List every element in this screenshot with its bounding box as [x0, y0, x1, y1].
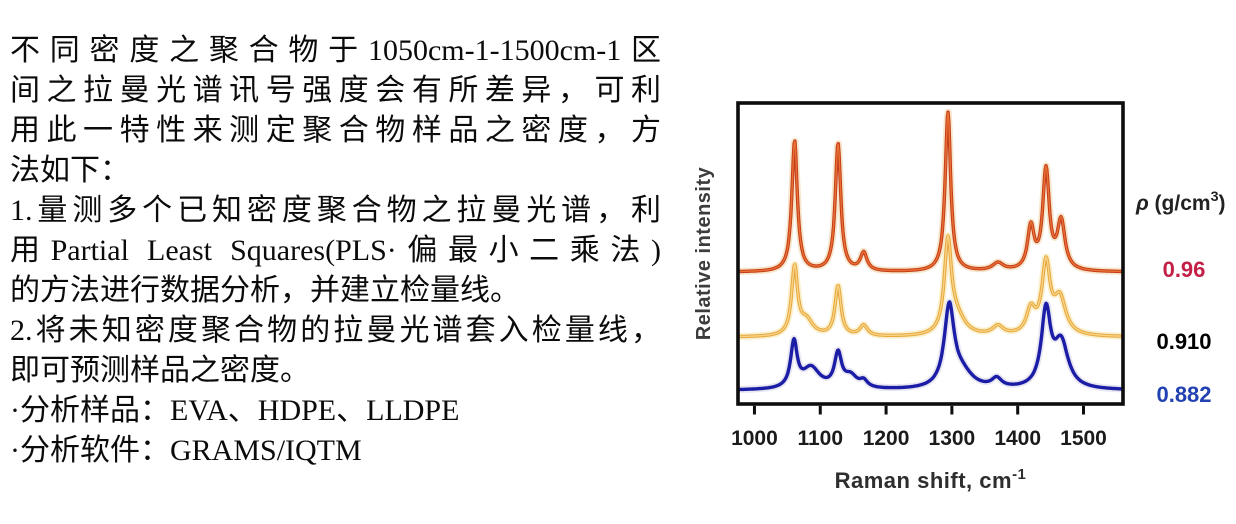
x-tick-label-1300: 1300: [929, 427, 976, 450]
x-tick-label-1400: 1400: [994, 427, 1041, 450]
text-line-5: 1.量测多个已知密度聚合物之拉曼光谱，利: [10, 194, 661, 227]
text-line-2: 间之拉曼光谱讯号强度会有所差异，可利: [10, 74, 661, 107]
text-line-7: 的方法进行数据分析，并建立检量线。: [10, 274, 520, 307]
x-tick-label-1200: 1200: [863, 427, 910, 450]
y-axis-label: Relative intensity: [693, 166, 715, 340]
x-axis-label: Raman shift, cm-1: [835, 466, 1027, 493]
text-line-9: 即可预测样品之密度。: [10, 354, 310, 387]
raman-spectra-figure: 1000 1100 1200 1300 1400 1500 Raman shift, cm-…: [690, 90, 1236, 524]
spectrum-core-0.96: [738, 112, 1123, 273]
x-tick-label-1100: 1100: [797, 427, 843, 450]
plot-frame: [736, 101, 1125, 406]
spectrum-curve-0.882: [737, 300, 1124, 392]
text-line-6: 用Partial Least Squares(PLS·偏最小二乘法): [10, 234, 661, 267]
text-line-3: 用此一特性来测定聚合物样品之密度，方: [10, 114, 661, 147]
spectrum-core-0.910: [738, 232, 1123, 338]
x-tick-label-1500: 1500: [1060, 427, 1107, 450]
spectrum-curve-0.96: [737, 110, 1124, 274]
text-line-8: 2.将未知密度聚合物的拉曼光谱套入检量线，: [10, 314, 661, 347]
text-line-4: 法如下：: [10, 154, 130, 187]
raman-chart: 1000 1100 1200 1300 1400 1500 Raman shift, cm-…: [693, 101, 1226, 493]
text-line-1: 不同密度之聚合物于1050cm-1-1500cm-1区: [10, 34, 661, 67]
text-line-10: ·分析样品：EVA、HDPE、LLDPE: [10, 394, 460, 427]
x-tick-label-1000: 1000: [731, 427, 778, 450]
density-label-0.910: 0.910: [1156, 329, 1211, 354]
description-text: 不同密度之聚合物于1050cm-1-1500cm-1区 间之拉曼光谱讯号强度会有…: [10, 31, 661, 471]
density-label-0.96: 0.96: [1163, 257, 1206, 282]
density-label-0.882: 0.882: [1156, 382, 1211, 407]
text-line-11: ·分析软件：GRAMS/IQTM: [10, 434, 362, 467]
legend-title: ρ (g/cm3): [1135, 189, 1226, 215]
